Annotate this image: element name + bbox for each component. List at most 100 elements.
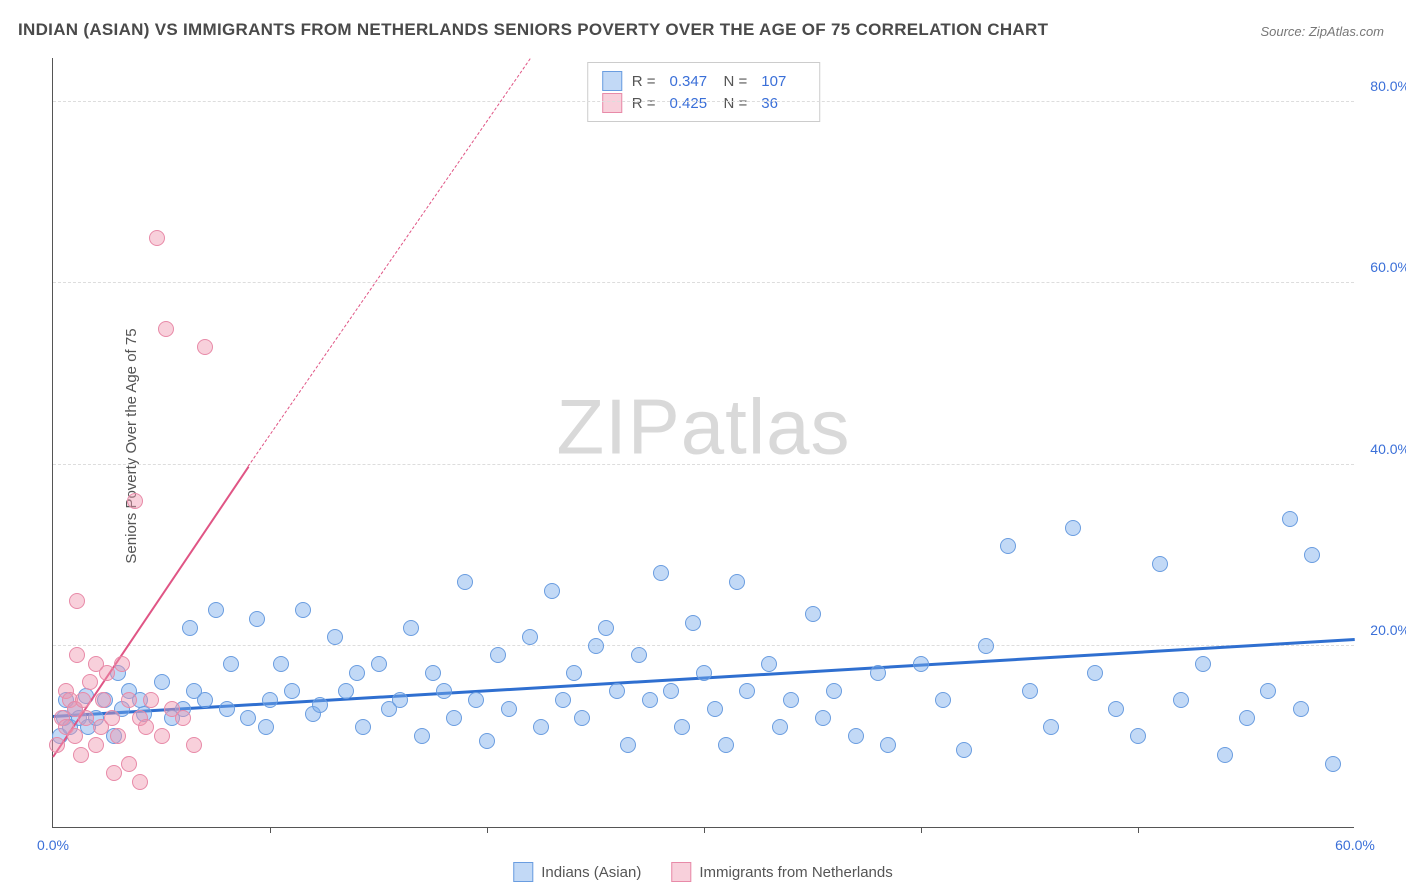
data-point — [609, 683, 625, 699]
data-point — [1022, 683, 1038, 699]
data-point — [95, 692, 111, 708]
data-point — [258, 719, 274, 735]
data-point — [327, 629, 343, 645]
scatter-plot: ZIPatlas R =0.347 N =107 R =0.425 N =36 … — [52, 58, 1354, 828]
x-tick-mark — [1138, 827, 1139, 833]
watermark: ZIPatlas — [556, 382, 850, 473]
data-point — [490, 647, 506, 663]
data-point — [1293, 701, 1309, 717]
data-point — [574, 710, 590, 726]
gridline — [53, 282, 1354, 283]
data-point — [349, 665, 365, 681]
data-point — [82, 674, 98, 690]
data-point — [249, 611, 265, 627]
data-point — [262, 692, 278, 708]
data-point — [1130, 728, 1146, 744]
data-point — [371, 656, 387, 672]
data-point — [544, 583, 560, 599]
data-point — [208, 602, 224, 618]
data-point — [67, 728, 83, 744]
legend-label-indians: Indians (Asian) — [541, 864, 641, 881]
data-point — [1108, 701, 1124, 717]
data-point — [49, 737, 65, 753]
data-point — [1152, 556, 1168, 572]
data-point — [73, 747, 89, 763]
data-point — [114, 656, 130, 672]
gridline — [53, 101, 1354, 102]
data-point — [826, 683, 842, 699]
data-point — [154, 674, 170, 690]
data-point — [110, 728, 126, 744]
x-tick-mark — [487, 827, 488, 833]
data-point — [663, 683, 679, 699]
data-point — [1282, 511, 1298, 527]
legend-row-indians: R =0.347 N =107 — [602, 71, 806, 91]
data-point — [338, 683, 354, 699]
data-point — [555, 692, 571, 708]
data-point — [154, 728, 170, 744]
data-point — [685, 615, 701, 631]
x-tick-mark — [270, 827, 271, 833]
x-tick-label: 0.0% — [37, 837, 69, 853]
data-point — [533, 719, 549, 735]
data-point — [501, 701, 517, 717]
data-point — [696, 665, 712, 681]
data-point — [1260, 683, 1276, 699]
data-point — [880, 737, 896, 753]
data-point — [642, 692, 658, 708]
data-point — [197, 339, 213, 355]
data-point — [913, 656, 929, 672]
data-point — [729, 574, 745, 590]
data-point — [468, 692, 484, 708]
data-point — [772, 719, 788, 735]
gridline — [53, 645, 1354, 646]
data-point — [219, 701, 235, 717]
data-point — [240, 710, 256, 726]
data-point — [718, 737, 734, 753]
data-point — [149, 230, 165, 246]
data-point — [674, 719, 690, 735]
source-label: Source: ZipAtlas.com — [1260, 24, 1384, 39]
data-point — [273, 656, 289, 672]
data-point — [598, 620, 614, 636]
data-point — [69, 647, 85, 663]
data-point — [956, 742, 972, 758]
data-point — [132, 774, 148, 790]
data-point — [69, 593, 85, 609]
data-point — [106, 765, 122, 781]
data-point — [707, 701, 723, 717]
data-point — [935, 692, 951, 708]
data-point — [1043, 719, 1059, 735]
data-point — [620, 737, 636, 753]
swatch-netherlands — [602, 93, 622, 113]
data-point — [78, 710, 94, 726]
swatch-netherlands-icon — [671, 862, 691, 882]
y-tick-label: 80.0% — [1370, 78, 1406, 94]
data-point — [182, 620, 198, 636]
data-point — [127, 493, 143, 509]
data-point — [121, 692, 137, 708]
data-point — [143, 692, 159, 708]
data-point — [1239, 710, 1255, 726]
legend-row-netherlands: R =0.425 N =36 — [602, 93, 806, 113]
data-point — [175, 710, 191, 726]
data-point — [1304, 547, 1320, 563]
data-point — [978, 638, 994, 654]
data-point — [1173, 692, 1189, 708]
data-point — [1325, 756, 1341, 772]
data-point — [88, 737, 104, 753]
data-point — [295, 602, 311, 618]
series-legend: Indians (Asian) Immigrants from Netherla… — [513, 862, 892, 882]
data-point — [783, 692, 799, 708]
data-point — [121, 756, 137, 772]
data-point — [1195, 656, 1211, 672]
data-point — [761, 656, 777, 672]
legend-item-indians: Indians (Asian) — [513, 862, 641, 882]
data-point — [870, 665, 886, 681]
data-point — [479, 733, 495, 749]
data-point — [631, 647, 647, 663]
data-point — [457, 574, 473, 590]
data-point — [75, 692, 91, 708]
data-point — [355, 719, 371, 735]
y-tick-label: 20.0% — [1370, 622, 1406, 638]
